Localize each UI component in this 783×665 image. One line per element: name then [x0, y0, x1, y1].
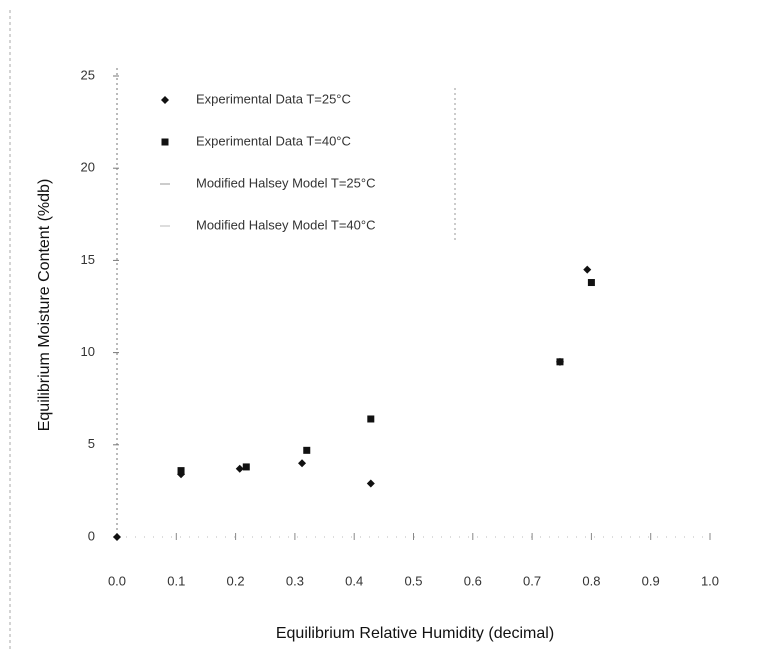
legend-label: Modified Halsey Model T=40°C [196, 217, 375, 232]
y-tick-label: 15 [81, 252, 95, 267]
y-axis-title: Equilibrium Moisture Content (%db) [36, 179, 53, 432]
x-tick-label: 0.7 [523, 573, 541, 588]
square-point [587, 279, 595, 287]
y-tick-label: 20 [81, 160, 95, 175]
square-point [161, 138, 169, 146]
y-tick-label: 10 [81, 344, 95, 359]
diamond-point [366, 479, 375, 488]
x-tick-label: 0.4 [345, 573, 363, 588]
square-point [367, 415, 375, 423]
diamond-point [161, 96, 169, 104]
diamond-point [583, 265, 592, 274]
x-tick-label: 0.1 [167, 573, 185, 588]
legend-label: Modified Halsey Model T=25°C [196, 175, 375, 190]
square-point [303, 446, 311, 454]
legend-label: Experimental Data T=25°C [196, 91, 351, 106]
x-tick-label: 0.3 [286, 573, 304, 588]
x-tick-label: 1.0 [701, 573, 719, 588]
x-tick-label: 0.8 [582, 573, 600, 588]
legend-label: Experimental Data T=40°C [196, 133, 351, 148]
square-point [177, 467, 185, 475]
x-tick-label: 0.0 [108, 573, 126, 588]
diamond-point [235, 464, 244, 473]
x-tick-label: 0.5 [404, 573, 422, 588]
y-tick-label: 5 [88, 436, 95, 451]
square-point [556, 358, 564, 366]
x-tick-label: 0.2 [227, 573, 245, 588]
diamond-point [113, 533, 121, 541]
y-tick-label: 25 [81, 67, 95, 82]
y-tick-label: 0 [88, 528, 95, 543]
square-point [242, 463, 250, 471]
diamond-point [298, 459, 307, 468]
x-axis-title: Equilibrium Relative Humidity (decimal) [276, 625, 554, 642]
x-tick-label: 0.9 [642, 573, 660, 588]
x-tick-label: 0.6 [464, 573, 482, 588]
